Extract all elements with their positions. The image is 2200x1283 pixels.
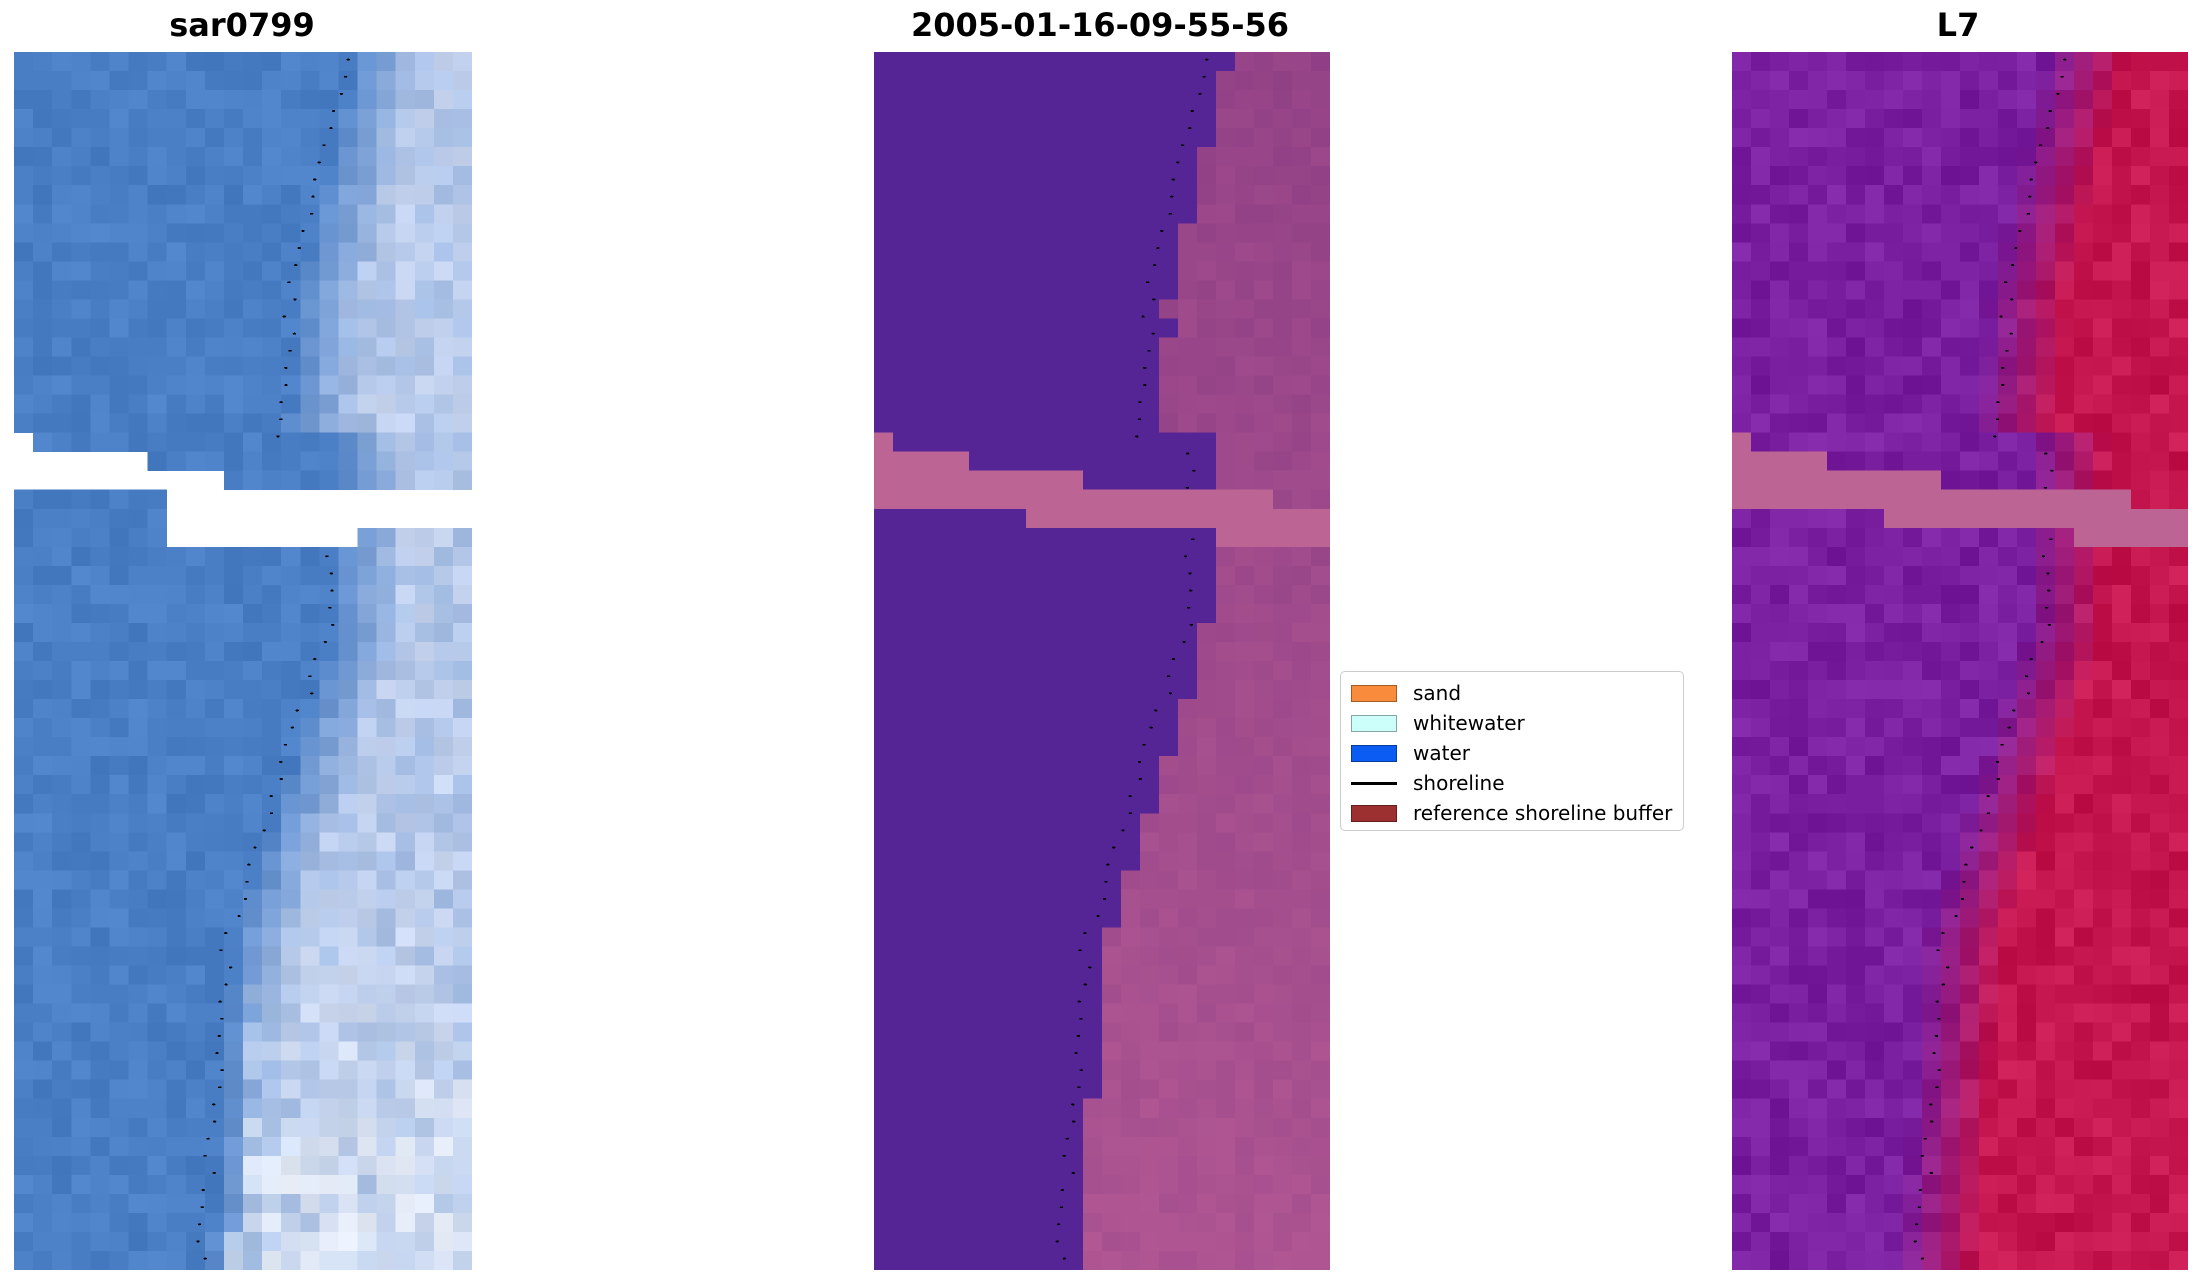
legend-item-water: water	[1351, 738, 1673, 768]
legend-swatch-whitewater	[1351, 714, 1397, 732]
legend-label: reference shoreline buffer	[1413, 801, 1673, 825]
shoreline-trace	[1913, 58, 2067, 1260]
shoreline-trace	[1055, 58, 1209, 1260]
rgb-pixel-grid	[14, 52, 472, 1270]
classified-image	[874, 52, 1330, 1270]
legend-label: water	[1413, 741, 1470, 765]
classified-pixel-grid	[874, 52, 1330, 1270]
legend-item-sand: sand	[1351, 678, 1673, 708]
panel-title-index: L7	[1936, 6, 1980, 44]
legend-swatch-shoreline	[1351, 781, 1397, 785]
legend-swatch-sand	[1351, 684, 1397, 702]
legend-item-reference-buffer: reference shoreline buffer	[1351, 798, 1673, 828]
legend-label: sand	[1413, 681, 1462, 705]
shoreline-trace	[196, 58, 351, 1260]
panel-title-rgb: sar0799	[169, 6, 315, 44]
legend-swatch-reference-buffer	[1351, 804, 1397, 822]
legend-item-whitewater: whitewater	[1351, 708, 1673, 738]
legend-item-shoreline: shoreline	[1351, 768, 1673, 798]
panel-title-classified: 2005-01-16-09-55-56	[910, 6, 1290, 44]
index-image	[1732, 52, 2188, 1270]
rgb-satellite-image	[14, 52, 472, 1270]
legend-label: whitewater	[1413, 711, 1525, 735]
legend-swatch-water	[1351, 744, 1397, 762]
legend: sand whitewater water shoreline referenc…	[1340, 671, 1684, 831]
index-pixel-grid	[1732, 52, 2188, 1270]
legend-label: shoreline	[1413, 771, 1505, 795]
